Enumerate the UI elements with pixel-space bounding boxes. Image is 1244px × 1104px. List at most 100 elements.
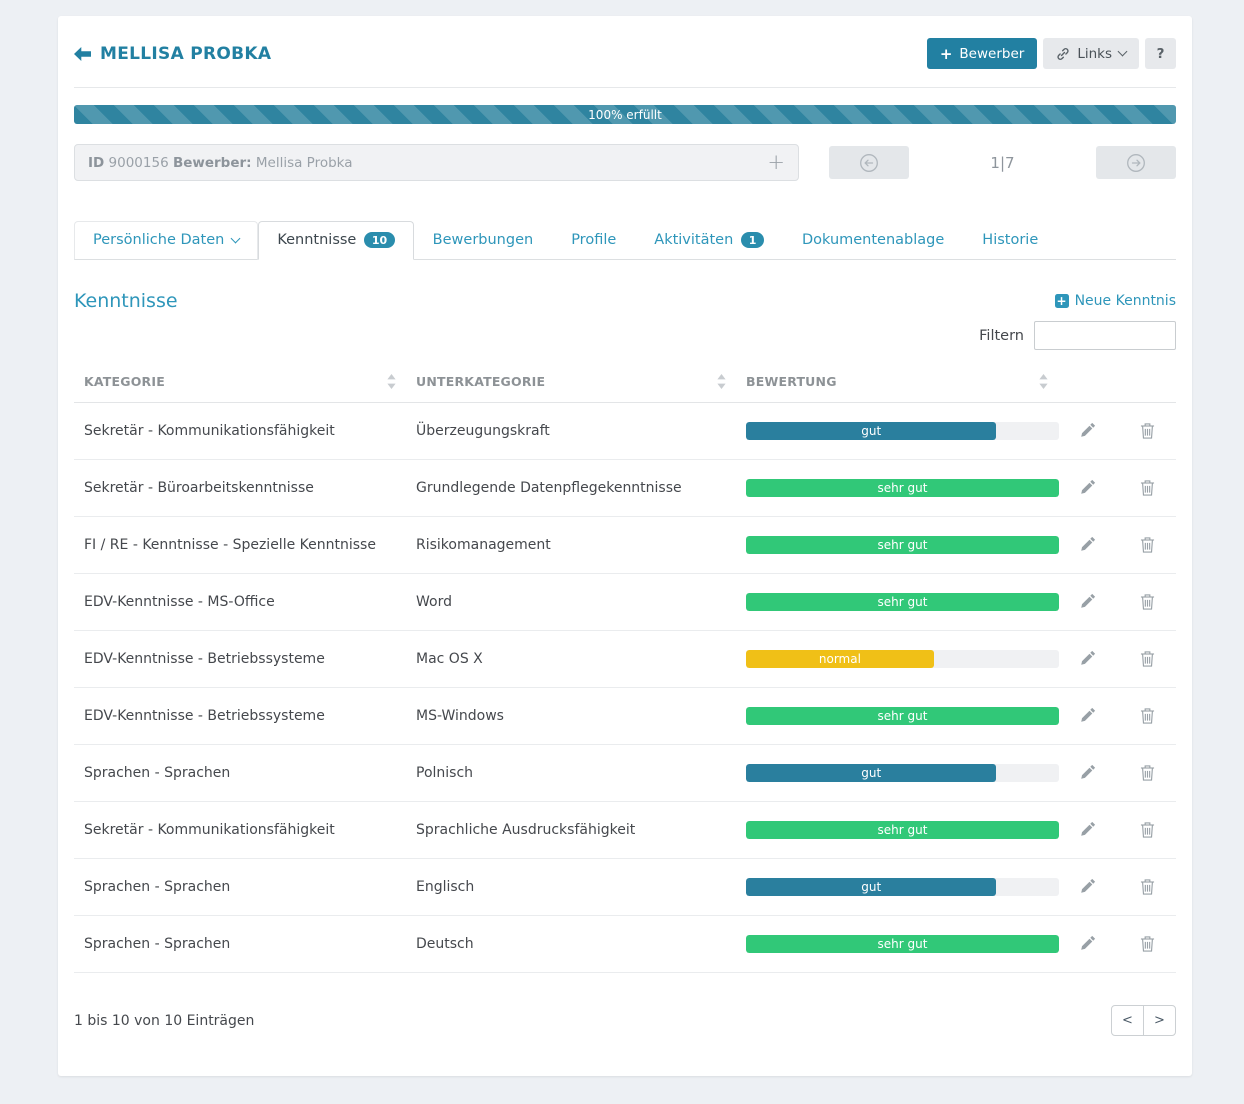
tab-kenntnisse[interactable]: Kenntnisse 10 [258,221,414,260]
edit-button[interactable] [1078,420,1098,440]
edit-button[interactable] [1078,648,1098,668]
tab-dokumentenablage[interactable]: Dokumentenablage [783,221,963,260]
sort-icon[interactable] [1039,374,1048,389]
unterkategorie-cell: MS-Windows [406,687,736,745]
column-header-bewertung[interactable]: BEWERTUNG [736,366,1058,403]
column-header-kategorie[interactable]: KATEGORIE [74,366,406,403]
pencil-icon [1081,878,1096,893]
bewertung-cell: gut [736,744,1059,802]
bewertung-cell: sehr gut [736,459,1059,517]
delete-button[interactable] [1138,762,1157,783]
links-button[interactable]: Links [1043,38,1139,69]
edit-button[interactable] [1078,591,1098,611]
filter-label: Filtern [979,327,1024,344]
rating-label: normal [818,652,861,666]
section-header: Kenntnisse + Neue Kenntnis [74,290,1176,312]
table-row: EDV-Kenntnisse - Betriebssysteme Mac OS … [74,630,1176,688]
pencil-icon [1081,479,1096,494]
rating-label: gut [861,880,882,894]
edit-button[interactable] [1078,477,1098,497]
delete-button[interactable] [1138,819,1157,840]
bewertung-cell: gut [736,402,1059,460]
rating-bar-fill: sehr gut [746,821,1059,839]
filter-input[interactable] [1034,321,1176,350]
new-kenntnis-link[interactable]: + Neue Kenntnis [1054,293,1176,309]
edit-button[interactable] [1078,933,1098,953]
kategorie-cell: Sekretär - Kommunikationsfähigkeit [74,402,406,460]
rating-bar-fill: sehr gut [746,479,1059,497]
rating-label: gut [861,766,882,780]
edit-button[interactable] [1078,876,1098,896]
tab-badge: 10 [364,232,395,248]
sort-icon[interactable] [387,374,396,389]
rating-bar: gut [746,422,1059,440]
chevron-down-icon [1117,46,1128,57]
tab-bar: Persönliche Daten Kenntnisse 10 Bewerbun… [74,221,1176,260]
plus-square-icon: + [1054,294,1069,308]
kategorie-cell: FI / RE - Kenntnisse - Spezielle Kenntni… [74,516,406,574]
record-display[interactable]: ID 9000156 Bewerber: Mellisa Probka + [74,144,799,181]
tab-label: Dokumentenablage [801,232,945,248]
expand-record-icon[interactable]: + [767,150,785,174]
delete-button[interactable] [1138,534,1157,555]
table-row: Sekretär - Kommunikationsfähigkeit Überz… [74,402,1176,460]
column-header-delete [1118,366,1176,403]
edit-button[interactable] [1078,534,1098,554]
trash-icon [1140,878,1154,895]
tab-label: Aktivitäten [654,232,734,248]
help-button[interactable]: ? [1145,38,1176,69]
delete-button[interactable] [1138,876,1157,897]
title-row: MELLISA PROBKA + Bewerber Links ? [74,18,1176,87]
column-header-unterkategorie[interactable]: UNTERKATEGORIE [406,366,736,403]
pencil-icon [1081,422,1096,437]
back-arrow-icon[interactable] [74,46,91,61]
delete-button[interactable] [1138,933,1157,954]
rating-bar-fill: gut [746,764,997,782]
kategorie-cell: EDV-Kenntnisse - Betriebssysteme [74,630,406,688]
edit-button[interactable] [1078,705,1098,725]
tab-pers-nliche-daten[interactable]: Persönliche Daten [74,221,259,260]
tab-label: Profile [571,232,617,248]
delete-button[interactable] [1138,705,1157,726]
delete-button[interactable] [1138,477,1157,498]
rating-bar-fill: sehr gut [746,593,1059,611]
tab-badge: 1 [741,232,764,248]
prev-record-button[interactable] [829,146,909,179]
tab-label: Bewerbungen [432,232,534,248]
rating-label: sehr gut [877,823,928,837]
circle-arrow-left-icon [860,153,878,172]
link-icon [1057,47,1069,60]
next-page-button[interactable]: > [1143,1005,1176,1036]
table-row: EDV-Kenntnisse - Betriebssysteme MS-Wind… [74,687,1176,745]
trash-icon [1140,707,1154,724]
filter-row: Filtern [74,321,1176,350]
bewertung-cell: normal [736,630,1059,688]
rating-bar-fill: sehr gut [746,707,1059,725]
trash-icon [1140,650,1154,667]
rating-label: gut [861,424,882,438]
next-record-button[interactable] [1096,146,1176,179]
delete-button[interactable] [1138,420,1157,441]
delete-button[interactable] [1138,591,1157,612]
tab-profile[interactable]: Profile [552,221,635,260]
record-navigation-row: ID 9000156 Bewerber: Mellisa Probka + 1|… [74,144,1176,181]
prev-page-button[interactable]: < [1111,1005,1144,1036]
tab-aktivit-ten[interactable]: Aktivitäten 1 [635,221,783,260]
tab-historie[interactable]: Historie [963,221,1057,260]
record-position: 1|7 [990,153,1015,172]
trash-icon [1140,593,1154,610]
edit-button[interactable] [1078,762,1098,782]
tab-bewerbungen[interactable]: Bewerbungen [414,221,553,260]
delete-button[interactable] [1138,648,1157,669]
trash-icon [1140,935,1154,952]
record-text: ID 9000156 Bewerber: Mellisa Probka [88,155,353,171]
unterkategorie-cell: Englisch [406,858,736,916]
edit-button[interactable] [1078,819,1098,839]
rating-bar: gut [746,878,1059,896]
sort-icon[interactable] [717,374,726,389]
add-bewerber-button[interactable]: + Bewerber [926,38,1038,69]
unterkategorie-cell: Risikomanagement [406,516,736,574]
trash-icon [1140,422,1154,439]
entries-info: 1 bis 10 von 10 Einträgen [74,1012,255,1029]
table-row: Sekretär - Büroarbeitskenntnisse Grundle… [74,459,1176,517]
